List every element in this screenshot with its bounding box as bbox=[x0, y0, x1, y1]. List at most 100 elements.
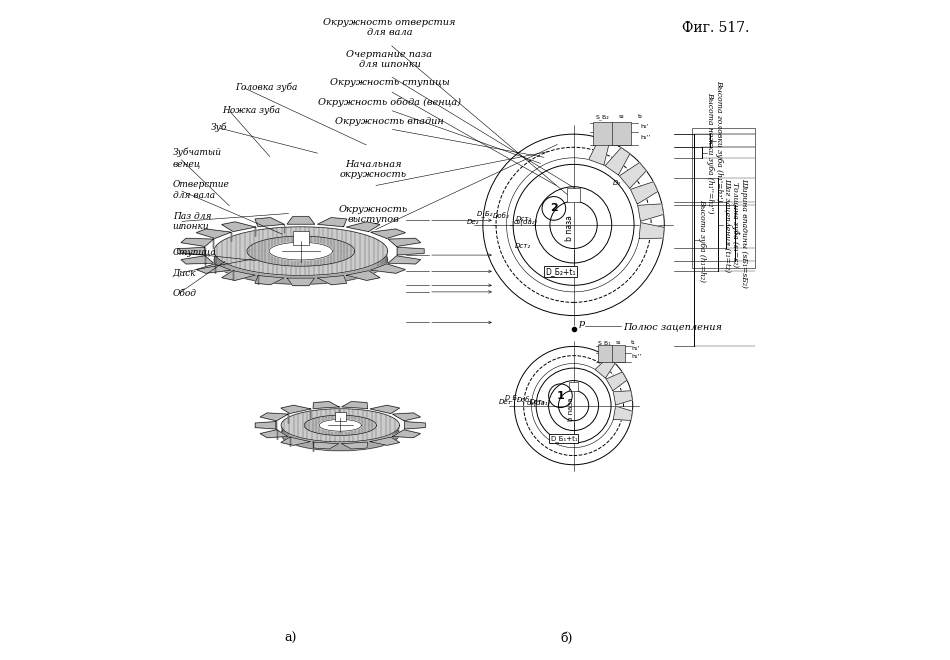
Polygon shape bbox=[214, 236, 388, 284]
Polygon shape bbox=[281, 437, 311, 446]
Text: Ширина впадины (sБ₁=sБ₂): Ширина впадины (sБ₁=sБ₂) bbox=[740, 178, 748, 288]
Text: Окружность
выступов: Окружность выступов bbox=[338, 205, 408, 224]
Text: D_Б₁+t₁: D_Б₁+t₁ bbox=[550, 435, 578, 442]
Bar bbox=[598, 345, 625, 362]
Polygon shape bbox=[281, 409, 399, 442]
Text: p: p bbox=[579, 319, 585, 329]
Text: d₂(da₂): d₂(da₂) bbox=[514, 218, 538, 225]
Text: Окружность обода (венца): Окружность обода (венца) bbox=[318, 97, 461, 107]
Text: а): а) bbox=[285, 632, 297, 645]
Text: Dст₂: Dст₂ bbox=[516, 216, 532, 222]
Polygon shape bbox=[392, 413, 421, 421]
Polygon shape bbox=[314, 401, 339, 409]
Polygon shape bbox=[181, 238, 214, 246]
Polygon shape bbox=[595, 358, 615, 378]
Text: d₁(da₁): d₁(da₁) bbox=[526, 399, 551, 405]
Polygon shape bbox=[619, 162, 646, 188]
Polygon shape bbox=[260, 430, 288, 438]
Text: t₂: t₂ bbox=[638, 114, 643, 119]
Polygon shape bbox=[397, 248, 424, 255]
Polygon shape bbox=[389, 238, 421, 246]
Polygon shape bbox=[631, 182, 658, 204]
Text: Шаг зацепления (t₁=t₂): Шаг зацепления (t₁=t₂) bbox=[723, 178, 731, 272]
Polygon shape bbox=[319, 419, 361, 431]
Text: D_Б₁: D_Б₁ bbox=[504, 395, 521, 401]
Polygon shape bbox=[347, 222, 380, 232]
Polygon shape bbox=[287, 216, 314, 224]
Polygon shape bbox=[281, 418, 399, 451]
Bar bbox=[692, 127, 755, 268]
Text: Ножка зуба: Ножка зуба bbox=[222, 105, 280, 115]
Text: Dоб₂: Dоб₂ bbox=[493, 213, 510, 218]
Text: Начальная
окружность: Начальная окружность bbox=[340, 160, 407, 180]
Polygon shape bbox=[269, 242, 332, 260]
Polygon shape bbox=[639, 222, 664, 239]
Bar bbox=[335, 412, 346, 421]
Text: Окружность отверстия
для вала: Окружность отверстия для вала bbox=[323, 18, 456, 38]
Polygon shape bbox=[614, 391, 633, 405]
Polygon shape bbox=[606, 372, 627, 391]
Text: h₁': h₁' bbox=[632, 346, 640, 350]
Text: Окружность ступицы: Окружность ступицы bbox=[330, 79, 449, 87]
Polygon shape bbox=[389, 256, 421, 264]
Text: Высота ножки зуба (h₁''=h₂''): Высота ножки зуба (h₁''=h₂'') bbox=[706, 92, 714, 213]
Text: s₁: s₁ bbox=[616, 340, 621, 345]
Text: Dст₁: Dст₁ bbox=[530, 399, 545, 405]
Text: Dст₂: Dст₂ bbox=[515, 243, 531, 249]
Text: s₂: s₂ bbox=[618, 114, 624, 119]
Text: Dоб₁: Dоб₁ bbox=[517, 397, 533, 403]
Polygon shape bbox=[614, 406, 633, 420]
Text: S_Б₂: S_Б₂ bbox=[596, 114, 609, 120]
Text: Зубчатый
венец: Зубчатый венец bbox=[173, 148, 221, 168]
Polygon shape bbox=[317, 276, 347, 284]
Polygon shape bbox=[392, 430, 421, 438]
Text: Диск: Диск bbox=[173, 269, 197, 277]
Text: 2: 2 bbox=[550, 203, 558, 213]
Polygon shape bbox=[221, 271, 256, 280]
Polygon shape bbox=[370, 264, 406, 273]
Polygon shape bbox=[256, 422, 276, 429]
Text: Паз для
шпонки: Паз для шпонки bbox=[173, 212, 211, 231]
Text: Высота головки зуба (h₁'=h₂'): Высота головки зуба (h₁'=h₂') bbox=[714, 80, 723, 201]
Polygon shape bbox=[370, 437, 400, 446]
Text: D_Б₂: D_Б₂ bbox=[476, 210, 493, 216]
Text: Отверстие
для вала: Отверстие для вала bbox=[173, 180, 230, 200]
Polygon shape bbox=[214, 227, 388, 275]
Polygon shape bbox=[589, 138, 610, 165]
Polygon shape bbox=[197, 264, 231, 273]
Bar bbox=[567, 188, 580, 203]
Polygon shape bbox=[347, 271, 380, 280]
Text: Высота зуба (h₁=h₂): Высота зуба (h₁=h₂) bbox=[698, 199, 707, 282]
Polygon shape bbox=[342, 401, 368, 409]
Polygon shape bbox=[181, 256, 214, 264]
Text: S_Б₁: S_Б₁ bbox=[598, 340, 612, 346]
Text: Обод: Обод bbox=[173, 288, 197, 298]
Polygon shape bbox=[255, 218, 284, 226]
Text: h₁': h₁' bbox=[641, 123, 649, 129]
Polygon shape bbox=[221, 222, 256, 232]
Polygon shape bbox=[247, 236, 354, 266]
Text: Головка зуба: Головка зуба bbox=[235, 82, 297, 92]
Polygon shape bbox=[255, 276, 284, 284]
Polygon shape bbox=[637, 204, 664, 221]
Polygon shape bbox=[287, 278, 314, 286]
Text: Ступица: Ступица bbox=[173, 248, 217, 257]
Polygon shape bbox=[405, 422, 426, 429]
Polygon shape bbox=[605, 148, 630, 175]
Text: Толщина зуба (s₁=s₂): Толщина зуба (s₁=s₂) bbox=[732, 182, 739, 267]
Text: b паза: b паза bbox=[565, 215, 574, 241]
Text: h₁'': h₁'' bbox=[632, 354, 642, 359]
Text: D_Б₂+t₁: D_Б₂+t₁ bbox=[545, 267, 576, 276]
Text: Фиг. 517.: Фиг. 517. bbox=[682, 20, 750, 35]
Text: Окружность впадин: Окружность впадин bbox=[335, 117, 444, 125]
Text: t₁: t₁ bbox=[631, 340, 636, 345]
Text: Зуб: Зуб bbox=[211, 123, 227, 132]
Polygon shape bbox=[197, 229, 231, 238]
Polygon shape bbox=[370, 405, 400, 414]
Text: h₁'': h₁'' bbox=[641, 135, 651, 140]
Text: b паза: b паза bbox=[568, 397, 574, 420]
Polygon shape bbox=[281, 405, 311, 414]
Polygon shape bbox=[260, 413, 288, 421]
Polygon shape bbox=[304, 415, 376, 436]
Text: Полюс зацепления: Полюс зацепления bbox=[623, 322, 722, 331]
